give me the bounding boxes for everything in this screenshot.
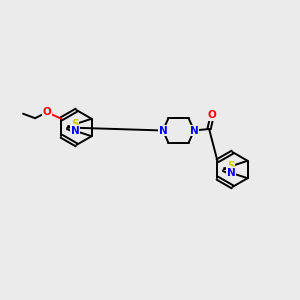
Text: S: S: [227, 161, 235, 171]
Text: O: O: [43, 107, 51, 117]
Text: N: N: [226, 168, 236, 178]
Text: N: N: [190, 125, 199, 136]
Text: N: N: [158, 125, 167, 136]
Text: O: O: [208, 110, 217, 121]
Text: S: S: [71, 119, 79, 129]
Text: N: N: [70, 126, 80, 136]
